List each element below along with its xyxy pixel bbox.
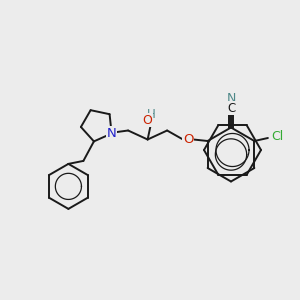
Text: Cl: Cl xyxy=(272,130,284,143)
Text: C: C xyxy=(227,101,236,115)
Text: N: N xyxy=(107,127,116,140)
Text: O: O xyxy=(142,113,152,127)
Text: H: H xyxy=(147,108,156,121)
Text: O: O xyxy=(183,133,194,146)
Text: N: N xyxy=(226,92,236,105)
